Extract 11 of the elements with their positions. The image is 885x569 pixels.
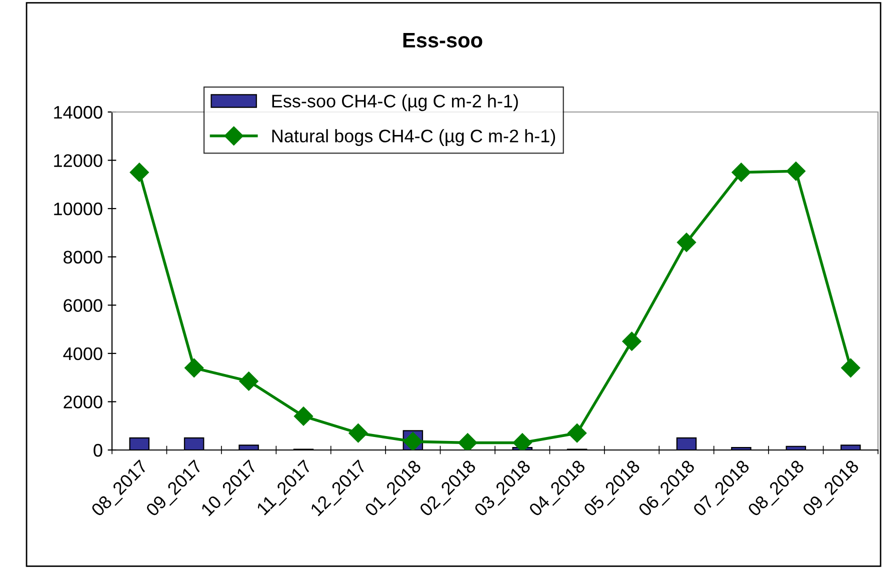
legend-label: Ess-soo CH4-C (µg C m-2 h-1) <box>272 94 518 112</box>
chart-title: Ess-soo <box>403 33 482 48</box>
y-tick-label: 6000 <box>64 299 102 312</box>
y-tick-label: 12000 <box>54 154 102 168</box>
y-tick-label: 10000 <box>54 202 102 216</box>
y-tick-label: 2000 <box>64 396 102 408</box>
y-tick-label: 0 <box>94 444 102 457</box>
y-tick-label: 4000 <box>63 347 102 360</box>
legend-label: Natural bogs CH4-C (µg C m-2 h-1) <box>272 129 556 146</box>
y-tick-label: 8000 <box>64 250 102 264</box>
y-tick-label: 14000 <box>54 106 102 119</box>
